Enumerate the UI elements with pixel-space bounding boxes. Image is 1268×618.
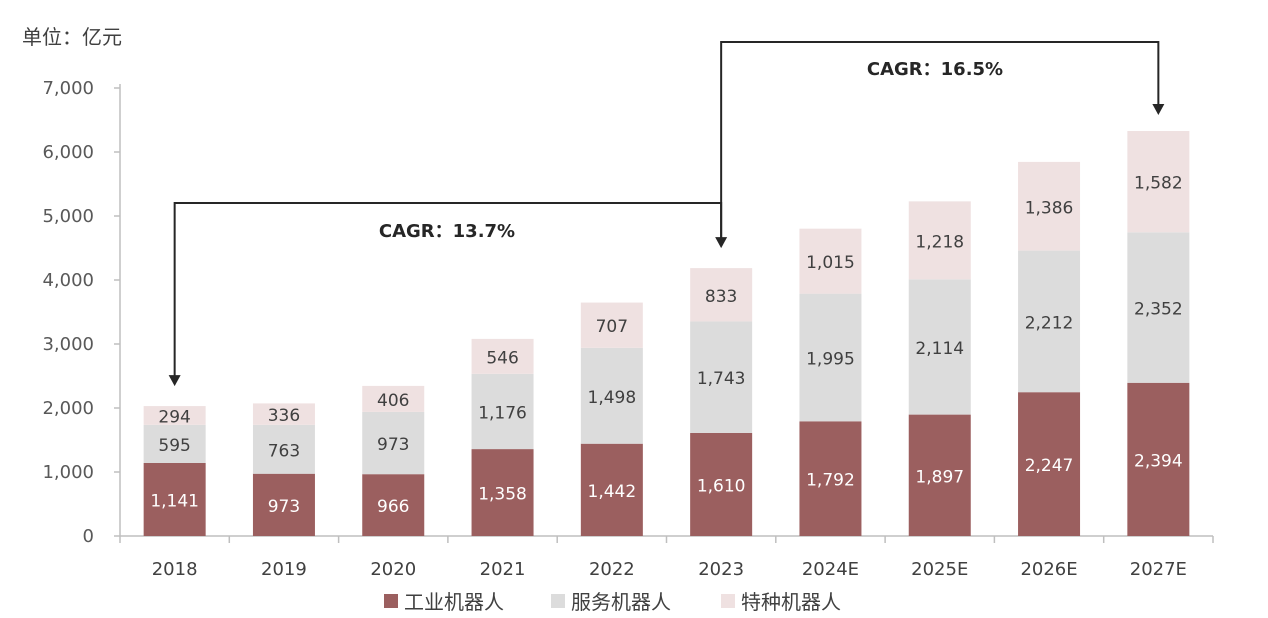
data-label: 2,352 xyxy=(1134,300,1183,320)
bar-segment xyxy=(143,462,206,536)
data-label: 2,247 xyxy=(1025,456,1074,476)
x-tick-label: 2027E xyxy=(1130,559,1187,580)
data-label: 1,358 xyxy=(478,485,527,505)
data-label: 406 xyxy=(377,391,409,411)
x-tick-label: 2023 xyxy=(698,559,744,580)
data-label: 546 xyxy=(486,348,518,368)
x-tick-label: 2021 xyxy=(480,559,526,580)
y-tick-label: 0 xyxy=(83,526,94,547)
y-tick-label: 3,000 xyxy=(42,334,94,355)
y-tick-label: 1,000 xyxy=(42,462,94,483)
x-tick-label: 2018 xyxy=(152,559,198,580)
x-tick-label: 2025E xyxy=(911,559,968,580)
x-tick-label: 2020 xyxy=(370,559,416,580)
bar-segment xyxy=(1018,392,1081,536)
bar-segment xyxy=(1127,232,1190,383)
cagr-label: CAGR：16.5% xyxy=(867,59,1003,80)
y-tick-label: 4,000 xyxy=(42,270,94,291)
data-label: 1,141 xyxy=(150,491,199,511)
data-label: 1,386 xyxy=(1025,198,1074,218)
legend-swatch xyxy=(551,594,565,608)
data-label: 1,015 xyxy=(806,253,855,273)
bar-segment xyxy=(471,338,534,374)
data-label: 973 xyxy=(268,497,300,517)
bar-segment xyxy=(471,373,534,450)
bar-segment xyxy=(690,321,753,433)
x-tick-label: 2022 xyxy=(589,559,635,580)
data-label: 833 xyxy=(705,287,737,307)
bar-segment xyxy=(362,474,425,536)
bar-segment xyxy=(580,443,643,536)
arrow-head xyxy=(168,375,181,387)
bar-segment xyxy=(690,432,753,536)
bar-segment xyxy=(143,406,206,425)
legend: 工业机器人 服务机器人 特种机器人 xyxy=(384,590,841,614)
legend-label: 特种机器人 xyxy=(741,590,841,614)
bar-segment xyxy=(1127,131,1190,233)
data-label: 1,897 xyxy=(915,467,964,487)
y-tick-label: 2,000 xyxy=(42,398,94,419)
bar-segment xyxy=(908,201,971,280)
bar-segment xyxy=(1018,161,1081,251)
bar-segment xyxy=(580,347,643,444)
x-tick-label: 2026E xyxy=(1020,559,1077,580)
data-label: 1,743 xyxy=(697,369,746,389)
data-label: 2,212 xyxy=(1025,313,1074,333)
data-label: 763 xyxy=(268,441,300,461)
unit-label: 单位：亿元 xyxy=(22,25,122,49)
data-label: 595 xyxy=(158,436,190,456)
legend-label: 工业机器人 xyxy=(404,590,504,614)
bar-segment xyxy=(252,424,315,474)
cagr-label: CAGR：13.7% xyxy=(379,221,515,242)
data-label: 2,394 xyxy=(1134,451,1183,471)
y-tick-label: 7,000 xyxy=(42,78,94,99)
bar-segment xyxy=(252,403,315,425)
data-label: 1,498 xyxy=(588,388,637,408)
bar-segment xyxy=(580,302,643,348)
data-label: 2,114 xyxy=(915,339,964,359)
bar-segment xyxy=(1018,250,1081,393)
x-tick-label: 2024E xyxy=(802,559,859,580)
bar-segment xyxy=(799,228,862,294)
y-tick-label: 5,000 xyxy=(42,206,94,227)
legend-swatch xyxy=(721,594,735,608)
data-label: 1,610 xyxy=(697,476,746,496)
data-label: 1,995 xyxy=(806,349,855,369)
cagr-bracket-line xyxy=(720,41,1160,247)
bars: 1,141 595 294 973 763 336 966 973 406 1,358 1,176 5… xyxy=(143,131,1190,536)
cagr-annotations: CAGR：13.7% CAGR：16.5% xyxy=(168,41,1165,387)
data-label: 1,176 xyxy=(478,403,527,423)
legend-label: 服务机器人 xyxy=(571,590,671,614)
data-label: 1,582 xyxy=(1134,174,1183,194)
data-label: 1,442 xyxy=(588,482,637,502)
bar-segment xyxy=(252,473,315,536)
arrow-head xyxy=(1152,104,1165,116)
data-label: 1,792 xyxy=(806,471,855,491)
legend-swatch xyxy=(384,594,398,608)
bar-segment xyxy=(908,414,971,536)
bar-segment xyxy=(362,385,425,412)
data-label: 707 xyxy=(596,317,628,337)
data-label: 966 xyxy=(377,497,409,517)
bar-segment xyxy=(471,449,534,536)
bar-segment xyxy=(143,424,206,463)
bar-segment xyxy=(362,411,425,475)
y-tick-label: 6,000 xyxy=(42,142,94,163)
bar-segment xyxy=(799,293,862,422)
data-label: 294 xyxy=(158,407,190,427)
data-label: 973 xyxy=(377,435,409,455)
bar-segment xyxy=(908,279,971,415)
bar-segment xyxy=(799,421,862,536)
bar-segment xyxy=(690,268,753,322)
data-label: 1,218 xyxy=(915,232,964,252)
bar-segment xyxy=(1127,382,1190,536)
x-tick-label: 2019 xyxy=(261,559,307,580)
data-label: 336 xyxy=(268,406,300,426)
